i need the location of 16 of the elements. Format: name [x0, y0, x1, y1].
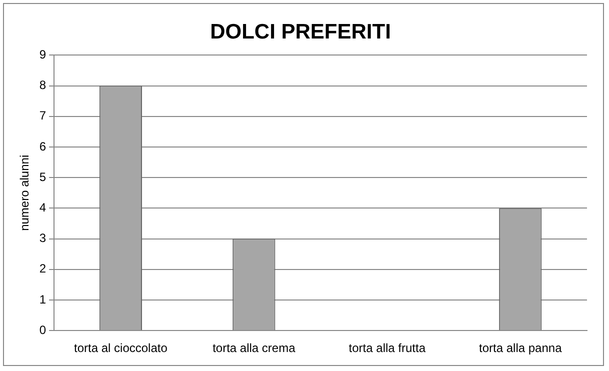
- y-tick-label: 5: [39, 170, 46, 184]
- y-tick-label: 6: [39, 139, 46, 154]
- x-tick-label: torta alla panna: [479, 341, 562, 356]
- y-tick-label: 9: [39, 48, 46, 62]
- y-axis-title: numero alunni: [18, 154, 32, 231]
- x-tick-label: torta al cioccolato: [74, 341, 168, 356]
- y-tick-label: 1: [39, 292, 46, 306]
- y-tick-label: 7: [39, 108, 46, 123]
- x-tick-label: torta alla crema: [212, 341, 296, 356]
- y-tick-label: 2: [39, 262, 46, 276]
- y-tick-label: 0: [39, 322, 46, 337]
- y-tick-label: 4: [39, 200, 46, 215]
- y-tick-label: 3: [39, 231, 46, 246]
- y-tick-label: 8: [39, 78, 46, 92]
- x-tick-label: torta alla frutta: [348, 341, 426, 356]
- chart-title: DOLCI PREFERITI: [210, 20, 391, 44]
